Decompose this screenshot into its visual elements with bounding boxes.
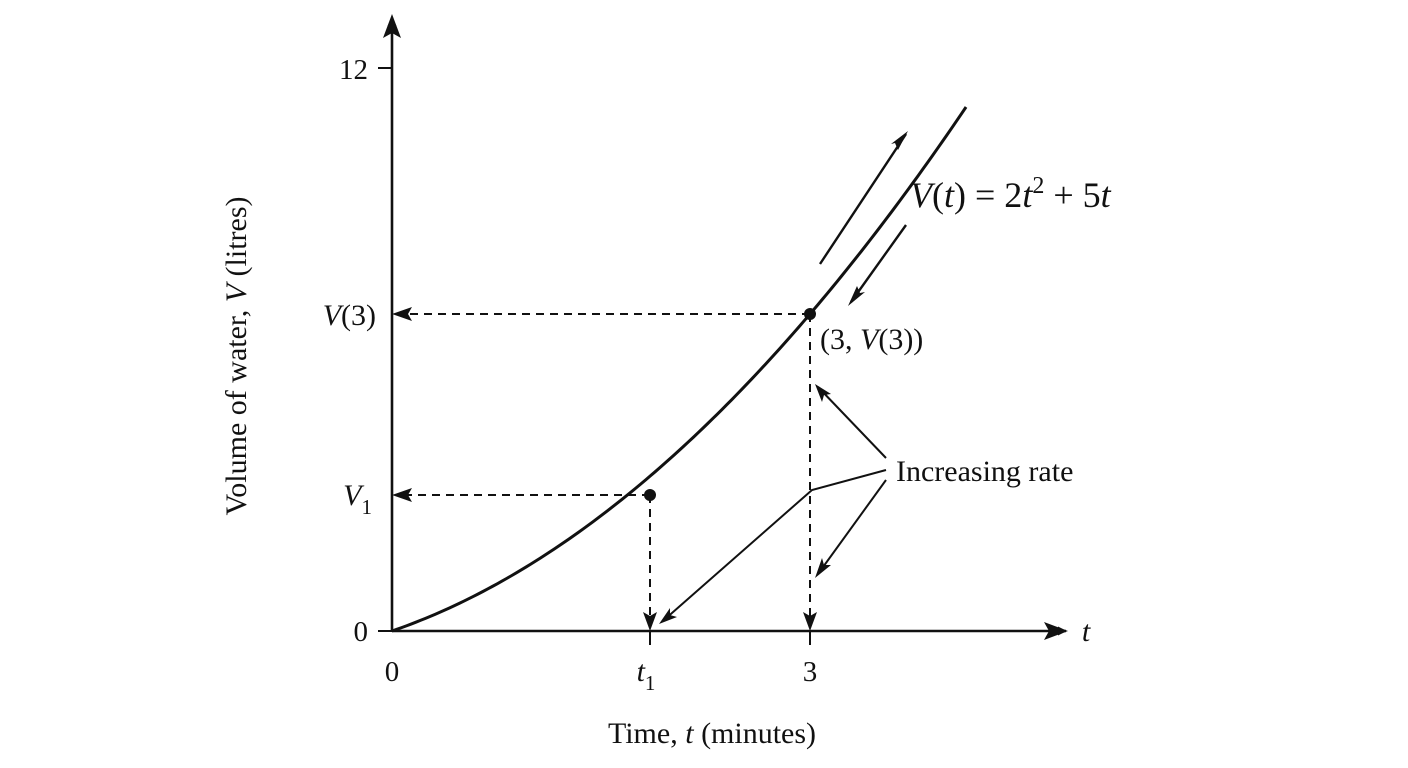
equation-paren: ( — [932, 175, 944, 215]
y-axis-title-var: V — [220, 280, 253, 302]
y-tick-label-0: 0 — [354, 616, 369, 648]
y-axis-title: Volume of water, V (litres) — [220, 197, 253, 516]
x-tick-label-0: 0 — [385, 656, 400, 688]
callout-arrow-upper-head — [815, 384, 831, 402]
data-point-t1 — [644, 489, 656, 501]
y-tick-label-v1: V1 — [343, 479, 372, 519]
y-axis-arrowhead — [383, 14, 401, 38]
direction-arrow-up-head — [891, 131, 908, 150]
y-tick-label-v3: V(3) — [323, 299, 376, 332]
x-axis-title-prefix: Time, — [608, 717, 685, 750]
x-tick-label-t1-sub: 1 — [645, 671, 656, 695]
guide-3-arrowhead — [803, 612, 817, 631]
x-tick-label-3: 3 — [803, 656, 818, 688]
equation-exp: 2 — [1032, 173, 1044, 199]
y-axis-title-suffix: (litres) — [220, 197, 253, 284]
y-tick-label-v1-var: V — [343, 479, 365, 512]
x-axis-arrowhead — [1044, 622, 1068, 640]
point-label-fn: V — [860, 323, 882, 356]
y-tick-label-v1-sub: 1 — [362, 495, 373, 519]
x-tick-label-t1-var: t — [637, 655, 646, 688]
equation-var2: t — [1022, 175, 1033, 215]
callout-arrow-lower-head — [815, 558, 831, 578]
guide-v1-arrowhead — [392, 488, 412, 502]
x-axis-title-var: t — [685, 717, 694, 750]
data-point-3 — [804, 308, 816, 320]
equation-lhs: V — [910, 175, 936, 215]
x-tick-label-t1: t1 — [637, 655, 656, 695]
callout-increasing-rate: Increasing rate — [896, 455, 1073, 488]
x-axis-title: Time, t (minutes) — [608, 717, 816, 750]
callout-arrow-lower — [817, 479, 887, 575]
equation-label: V(t) = 2t2 + 5t — [910, 173, 1112, 215]
guide-t1-arrowhead — [643, 612, 657, 631]
direction-arrow-down — [850, 224, 907, 303]
y-tick-label-v3-arg: (3) — [341, 299, 376, 332]
direction-arrow-down-head — [848, 286, 865, 306]
point-label-close: (3)) — [878, 323, 923, 356]
callout-arrow-upper — [817, 386, 887, 459]
y-axis-title-prefix: Volume of water, — [220, 302, 253, 515]
guide-v3-arrowhead — [392, 307, 412, 321]
y-tick-label-v3-fn: V — [323, 299, 345, 332]
direction-arrow-up — [818, 133, 908, 265]
y-tick-label-12: 12 — [339, 54, 368, 86]
point-label-open: (3, — [820, 323, 860, 356]
x-axis-symbol: t — [1082, 615, 1091, 648]
callout-arrow-long — [663, 469, 887, 621]
equation-arg: t — [944, 175, 955, 215]
equation-mid: ) = 2 — [954, 175, 1022, 215]
equation-rest: + 5 — [1044, 175, 1100, 215]
point-label-3: (3, V(3)) — [820, 323, 923, 356]
x-axis-title-suffix: (minutes) — [694, 717, 816, 750]
series-curve — [391, 106, 968, 633]
callout-arrow-long-head — [659, 608, 677, 624]
equation-var3: t — [1101, 175, 1112, 215]
